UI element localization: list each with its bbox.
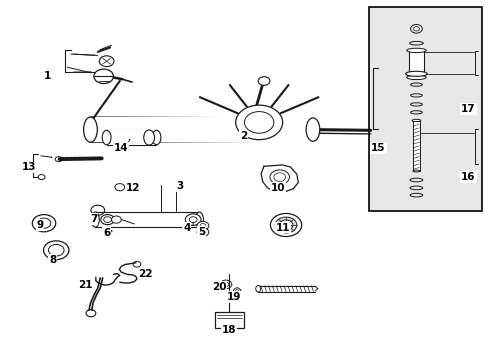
Ellipse shape	[152, 130, 161, 145]
Text: 5: 5	[198, 227, 204, 237]
Ellipse shape	[406, 75, 426, 80]
Text: 10: 10	[270, 183, 285, 193]
Text: 2: 2	[240, 131, 246, 141]
Text: 14: 14	[114, 143, 128, 153]
Ellipse shape	[412, 170, 419, 172]
Circle shape	[185, 214, 201, 225]
Circle shape	[101, 215, 114, 225]
Ellipse shape	[406, 48, 426, 53]
Text: 12: 12	[125, 183, 140, 193]
Ellipse shape	[102, 130, 111, 145]
Bar	[412, 121, 419, 171]
Circle shape	[43, 241, 69, 260]
Text: 21: 21	[78, 280, 93, 290]
Text: 6: 6	[103, 228, 110, 238]
Circle shape	[197, 228, 208, 237]
Ellipse shape	[305, 118, 319, 141]
Text: 7: 7	[90, 214, 98, 224]
Bar	[368, 7, 481, 211]
Text: 8: 8	[49, 255, 56, 265]
Circle shape	[258, 77, 269, 85]
Ellipse shape	[411, 120, 420, 122]
Circle shape	[270, 213, 301, 237]
Text: 15: 15	[370, 143, 385, 153]
Bar	[215, 312, 243, 328]
Text: 18: 18	[221, 325, 236, 336]
Bar	[106, 130, 156, 145]
Ellipse shape	[195, 212, 203, 227]
Text: 13: 13	[22, 162, 37, 172]
Circle shape	[111, 216, 121, 223]
Ellipse shape	[91, 212, 99, 227]
Ellipse shape	[255, 285, 260, 292]
Ellipse shape	[83, 117, 97, 142]
Text: 20: 20	[211, 282, 226, 292]
Text: 19: 19	[226, 292, 241, 302]
Text: 9: 9	[37, 220, 43, 230]
FancyBboxPatch shape	[90, 117, 312, 142]
Circle shape	[275, 217, 296, 233]
Text: 22: 22	[138, 269, 153, 279]
Bar	[95, 212, 199, 227]
Circle shape	[94, 69, 113, 84]
Ellipse shape	[405, 71, 427, 76]
Text: 11: 11	[275, 222, 289, 233]
Circle shape	[279, 220, 292, 230]
Circle shape	[235, 105, 282, 140]
Circle shape	[32, 215, 56, 232]
Ellipse shape	[143, 130, 154, 145]
Polygon shape	[261, 165, 298, 192]
Circle shape	[99, 56, 114, 67]
Circle shape	[197, 221, 208, 230]
Text: 3: 3	[176, 181, 183, 192]
Text: 1: 1	[44, 71, 51, 81]
Text: 17: 17	[460, 104, 475, 114]
Text: 16: 16	[460, 172, 475, 182]
Bar	[408, 50, 424, 77]
Bar	[258, 286, 315, 292]
Text: 4: 4	[183, 222, 190, 233]
